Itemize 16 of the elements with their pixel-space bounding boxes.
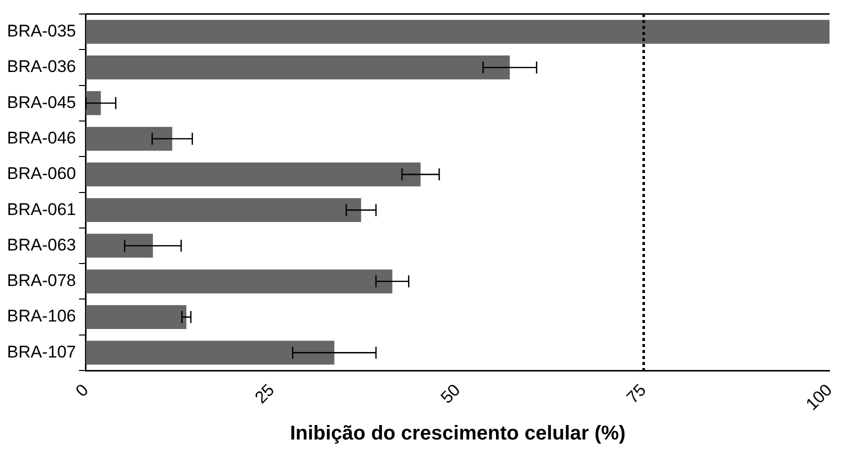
x-tick-label: 0: [72, 380, 92, 401]
y-tick-label: BRA-061: [6, 200, 76, 219]
y-tick-label: BRA-046: [6, 128, 76, 148]
y-tick-label: BRA-107: [6, 342, 76, 362]
y-tick-label: BRA-060: [6, 164, 76, 184]
y-tick-label: BRA-063: [6, 235, 76, 254]
y-tick-label: BRA-078: [6, 271, 76, 290]
y-tick-label: BRA-035: [6, 22, 76, 41]
y-tick-label: BRA-045: [6, 92, 76, 112]
x-tick-label: 100: [802, 380, 836, 414]
y-tick-label: BRA-106: [6, 306, 76, 326]
x-axis-title: Inibição do crescimento celular (%): [290, 422, 626, 445]
y-tick-label: BRA-036: [6, 57, 76, 76]
x-tick-label: 50: [437, 380, 464, 408]
x-tick-label: 25: [251, 380, 278, 408]
x-tick-label: 75: [623, 380, 650, 408]
